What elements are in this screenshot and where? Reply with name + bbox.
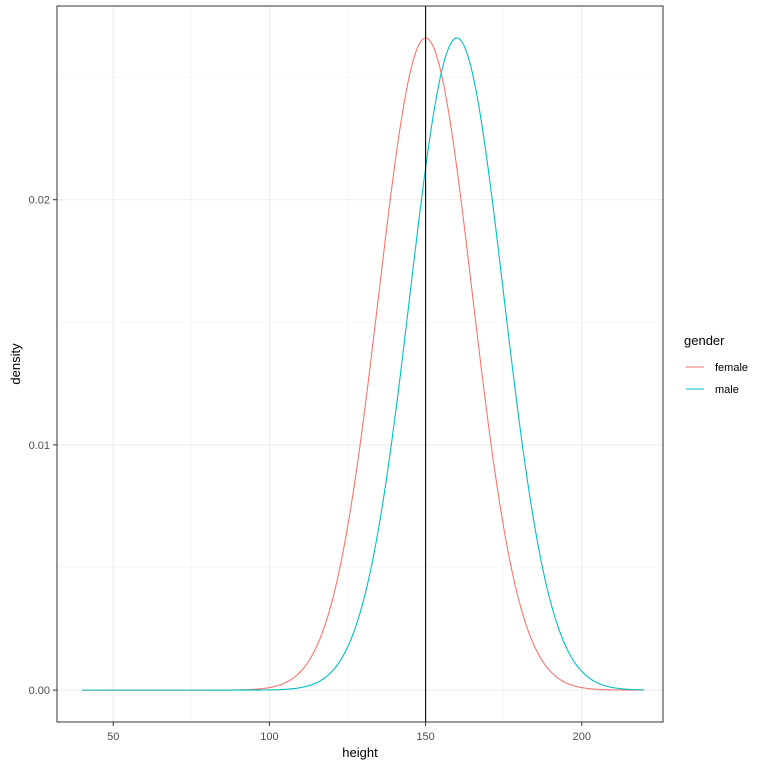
y-tick-label: 0.02 [29, 195, 50, 207]
minor-gridlines [57, 6, 663, 722]
x-tick-label: 150 [416, 731, 434, 743]
series-layer [81, 37, 645, 691]
y-tick-label: 0.00 [29, 685, 50, 697]
density-line-male [81, 37, 645, 691]
legend-label-male: male [715, 384, 739, 396]
y-tick-label: 0.01 [29, 440, 50, 452]
x-tick-label: 100 [260, 731, 278, 743]
y-axis-title: density [8, 343, 23, 385]
legend-label-female: female [715, 362, 748, 374]
x-axis-title: height [342, 745, 378, 760]
legend-title: gender [684, 333, 725, 348]
x-tick-label: 200 [573, 731, 591, 743]
panel-border [56, 5, 664, 723]
y-axis: 0.00 0.01 0.02 [29, 195, 57, 697]
legend: gender female male [684, 333, 748, 396]
x-axis: 50 100 150 200 [107, 722, 591, 743]
x-tick-label: 50 [107, 731, 119, 743]
